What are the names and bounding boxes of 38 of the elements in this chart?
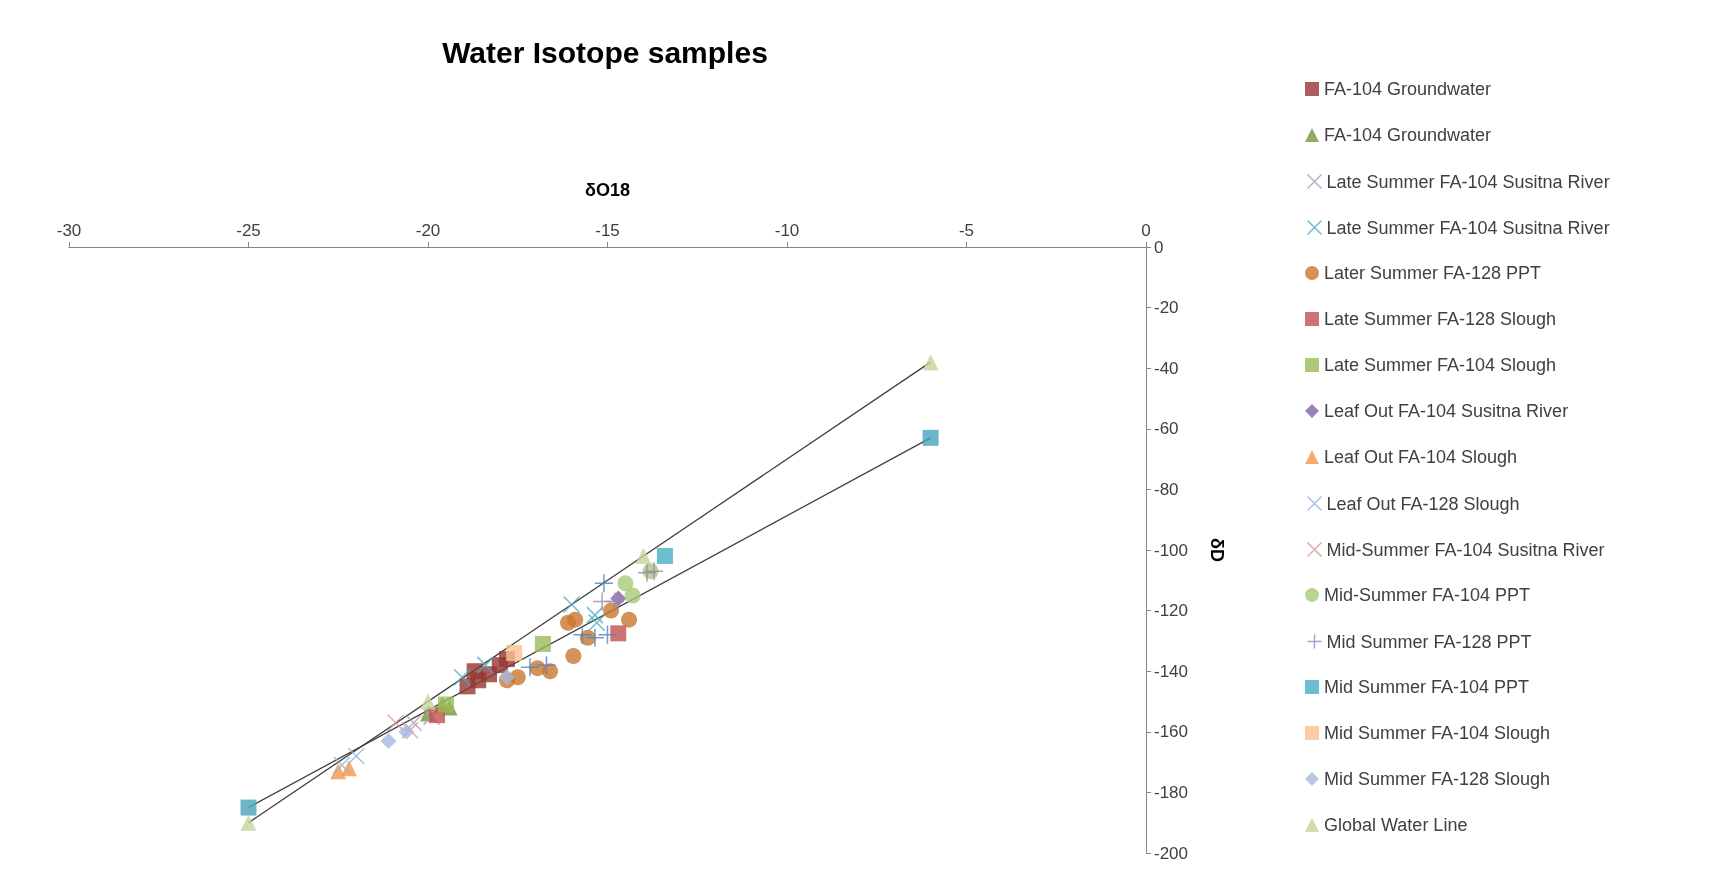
x-tick-label: -10 [774, 221, 800, 240]
legend-label: Mid Summer FA-128 Slough [1324, 769, 1551, 789]
x-tick-label: 0 [1141, 221, 1151, 240]
y-tick-label: -180 [1154, 782, 1189, 802]
chart-title: Water Isotope samples [442, 35, 768, 69]
legend-label: Mid-Summer FA-104 PPT [1324, 585, 1531, 605]
legend-label: Mid Summer FA-104 PPT [1324, 677, 1530, 697]
x-tick-label: -20 [415, 221, 441, 240]
legend-label: Late Summer FA-104 Susitna River [1326, 171, 1610, 192]
y-tick-label: -60 [1154, 419, 1179, 439]
legend-label: Leaf Out FA-104 Susitna River [1324, 401, 1569, 421]
legend-label: Mid Summer FA-128 PPT [1326, 631, 1532, 652]
legend-label: Late Summer FA-104 Slough [1324, 355, 1557, 375]
y-tick-label: -20 [1154, 298, 1179, 318]
legend-label: FA-104 Groundwater [1324, 79, 1492, 99]
x-tick-label: -30 [56, 221, 82, 240]
legend-label: Late Summer FA-128 Slough [1324, 309, 1557, 329]
x-tick-label: -25 [236, 221, 261, 240]
y-tick-label: -120 [1154, 601, 1189, 621]
y-tick-label: -40 [1154, 358, 1179, 378]
y-tick-label: -160 [1154, 722, 1189, 742]
y-tick-label: -200 [1154, 843, 1189, 863]
legend-label: Late Summer FA-104 Susitna River [1326, 217, 1610, 238]
x-tick-label: -5 [958, 221, 975, 240]
legend-label: Leaf Out FA-128 Slough [1326, 493, 1520, 514]
y-tick-label: -100 [1154, 540, 1189, 560]
legend-label: Later Summer FA-128 PPT [1324, 263, 1542, 283]
x-axis-title: δO18 [585, 180, 630, 200]
y-tick-label: -140 [1154, 661, 1189, 681]
legend-label: Global Water Line [1324, 815, 1468, 835]
y-tick-label: 0 [1154, 237, 1164, 257]
x-tick-label: -15 [595, 221, 620, 240]
legend-label: Leaf Out FA-104 Slough [1324, 447, 1518, 467]
y-axis-title: δD [1207, 538, 1227, 562]
legend-label: FA-104 Groundwater [1324, 125, 1492, 145]
legend-label: Mid-Summer FA-104 Susitna River [1326, 539, 1605, 560]
y-tick-label: -80 [1154, 479, 1179, 499]
legend-label: Mid Summer FA-104 Slough [1324, 723, 1551, 743]
